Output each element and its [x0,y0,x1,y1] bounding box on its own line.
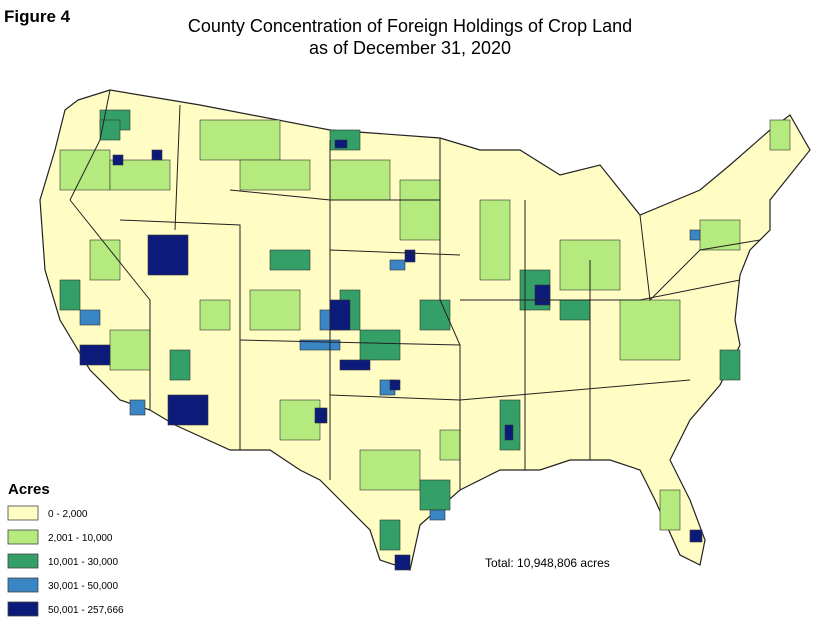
title-line: as of December 31, 2020 [309,38,511,58]
county-cluster [199,299,231,331]
county-cluster [339,359,371,371]
county-cluster [249,289,301,331]
county-cluster [389,379,401,391]
county-cluster [359,329,401,361]
county-cluster [399,179,441,241]
county-cluster [199,119,281,161]
county-cluster [112,154,124,166]
county-cluster [404,249,416,263]
county-cluster [359,449,421,491]
county-cluster [269,249,311,271]
county-cluster [109,329,151,371]
state-border [69,199,151,410]
county-cluster [79,344,111,366]
county-cluster [99,119,121,141]
county-cluster [419,479,451,511]
county-cluster [769,119,791,151]
legend-swatch [7,553,39,569]
county-cluster [299,339,341,351]
state-border [460,279,741,301]
legend-label: 50,001 - 257,666 [48,605,124,616]
legend-swatch [7,601,39,617]
state-border [174,104,181,231]
county-cluster [659,489,681,531]
legend: 0 - 2,000 2,001 - 10,000 10,001 - 30,000 30… [7,505,124,617]
county-cluster [59,279,81,311]
county-cluster [619,299,681,361]
county-cluster [79,309,101,326]
state-border [69,89,111,201]
legend-swatch [7,505,39,521]
county-cluster [109,159,171,191]
county-cluster [329,299,351,331]
state-border [329,249,461,256]
us-map [39,89,811,571]
county-cluster [334,139,348,149]
legend-swatch [7,529,39,545]
county-cluster [699,219,741,251]
state-border [459,379,691,401]
county-cluster [689,529,703,543]
county-cluster [479,199,511,281]
county-cluster [394,554,411,571]
legend-label: 10,001 - 30,000 [48,557,118,568]
county-cluster [89,239,121,281]
state-border [439,138,461,490]
state-borders [69,89,761,490]
county-cluster [279,399,321,441]
total-annotation: Total: 10,948,806 acres [485,556,610,570]
county-cluster [719,349,741,381]
county-cluster [147,234,189,276]
county-cluster [504,424,514,441]
state-border [119,219,241,450]
state-border [329,394,461,401]
county-cluster [314,407,328,424]
county-cluster [439,429,461,461]
county-clusters [59,109,791,571]
county-cluster [329,159,391,201]
county-cluster [151,149,163,161]
county-cluster [419,299,451,331]
legend-label: 2,001 - 10,000 [48,533,113,544]
legend-label: 0 - 2,000 [48,509,88,520]
county-cluster [389,259,406,271]
county-cluster [559,299,591,321]
state-border [639,214,761,302]
county-cluster [129,399,146,416]
county-cluster [379,519,401,551]
county-cluster [689,229,701,241]
title-line: County Concentration of Foreign Holdings… [188,16,632,36]
county-cluster [169,349,191,381]
figure-label: Figure 4 [4,7,71,26]
legend-swatch [7,577,39,593]
legend-label: 30,001 - 50,000 [48,581,118,592]
county-cluster [534,284,551,306]
state-border [329,140,440,201]
county-cluster [167,394,209,426]
county-cluster [239,159,311,191]
state-border [239,339,461,346]
county-cluster [429,509,446,521]
legend-title: Acres [8,481,50,498]
